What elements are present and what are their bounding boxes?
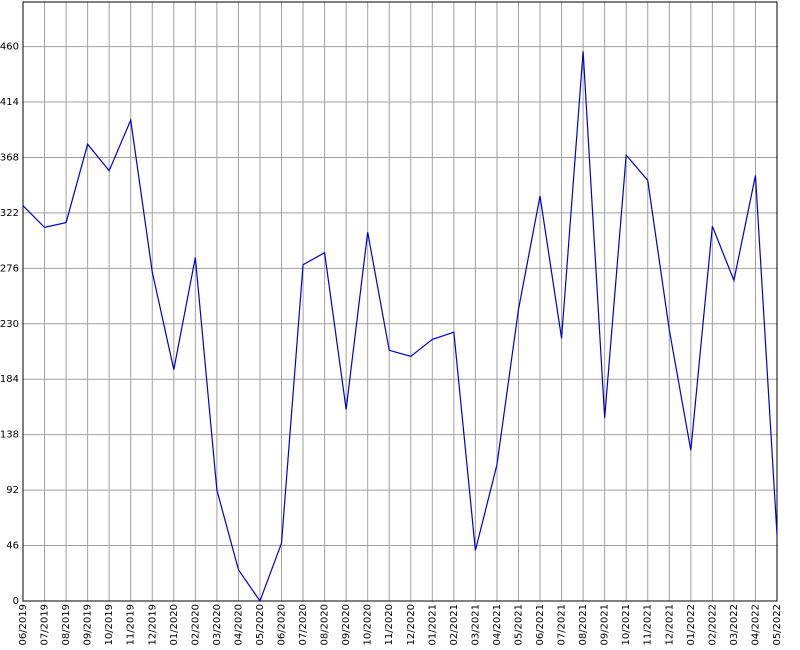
y-tick-label: 46 — [6, 541, 19, 552]
x-tick-label: 09/2021 — [600, 604, 611, 646]
x-tick-label: 07/2019 — [40, 604, 51, 646]
x-tick-label: 08/2020 — [320, 604, 331, 646]
y-tick-label: 92 — [6, 485, 19, 496]
x-tick-label: 11/2020 — [384, 604, 395, 646]
x-tick-label: 10/2019 — [104, 604, 115, 646]
x-tick-label: 06/2021 — [535, 604, 546, 646]
y-tick-label: 414 — [0, 97, 19, 108]
y-tick-label: 138 — [0, 430, 19, 441]
x-tick-label: 12/2020 — [406, 604, 417, 646]
x-tick-label: 03/2020 — [212, 604, 223, 646]
x-tick-label: 06/2020 — [277, 604, 288, 646]
y-tick-label: 184 — [0, 374, 19, 385]
x-tick-label: 12/2021 — [664, 604, 675, 646]
x-tick-label: 09/2019 — [83, 604, 94, 646]
x-tick-label: 01/2022 — [686, 604, 697, 646]
x-tick-label: 11/2021 — [643, 604, 654, 646]
x-tick-label: 05/2020 — [255, 604, 266, 646]
y-tick-label: 460 — [0, 42, 19, 53]
x-tick-label: 05/2022 — [772, 604, 783, 646]
x-tick-label: 05/2021 — [513, 604, 524, 646]
plot-area — [23, 2, 777, 601]
y-tick-label: 368 — [0, 152, 19, 163]
x-tick-label: 03/2021 — [470, 604, 481, 646]
x-tick-label: 11/2019 — [126, 604, 137, 646]
x-tick-label: 02/2022 — [707, 604, 718, 646]
y-tick-label: 230 — [0, 319, 19, 330]
x-tick-label: 03/2022 — [729, 604, 740, 646]
x-tick-label: 04/2020 — [233, 604, 244, 646]
x-tick-label: 02/2021 — [449, 604, 460, 646]
x-tick-label: 08/2019 — [61, 604, 72, 646]
x-tick-label: 07/2021 — [557, 604, 568, 646]
y-tick-label: 276 — [0, 263, 19, 274]
x-tick-label: 04/2021 — [492, 604, 503, 646]
plot-border — [22, 1, 778, 602]
data-line — [22, 51, 778, 603]
x-tick-label: 09/2020 — [341, 604, 352, 646]
x-tick-label: 08/2021 — [578, 604, 589, 646]
x-tick-label: 01/2021 — [427, 604, 438, 646]
x-tick-label: 10/2021 — [621, 604, 632, 646]
x-tick-label: 12/2019 — [147, 604, 158, 646]
x-tick-label: 04/2022 — [750, 604, 761, 646]
x-tick-label: 01/2020 — [169, 604, 180, 646]
x-tick-label: 07/2020 — [298, 604, 309, 646]
x-tick-label: 06/2019 — [18, 604, 29, 646]
x-tick-label: 10/2020 — [363, 604, 374, 646]
y-tick-label: 0 — [13, 596, 19, 607]
x-tick-label: 02/2020 — [190, 604, 201, 646]
y-tick-label: 322 — [0, 208, 19, 219]
